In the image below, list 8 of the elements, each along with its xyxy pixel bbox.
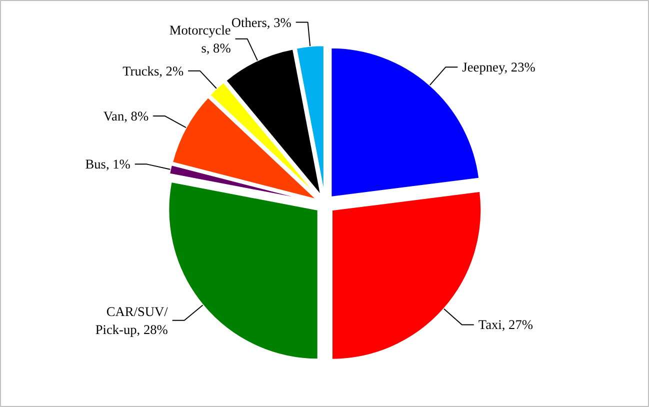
slice-label: Taxi, 27% (478, 317, 533, 332)
slice-label: Motorcycles, 8% (169, 22, 231, 56)
slice-label: CAR/SUV/ Pick-up, 28% (95, 304, 168, 337)
slice-label: Bus, 1% (85, 156, 130, 172)
slice-label: Jeepney, 23% (462, 60, 536, 75)
slice-label: Others, 3% (231, 14, 292, 30)
slice-label: Trucks, 2% (122, 63, 184, 78)
slice-label: Van, 8% (103, 108, 149, 124)
